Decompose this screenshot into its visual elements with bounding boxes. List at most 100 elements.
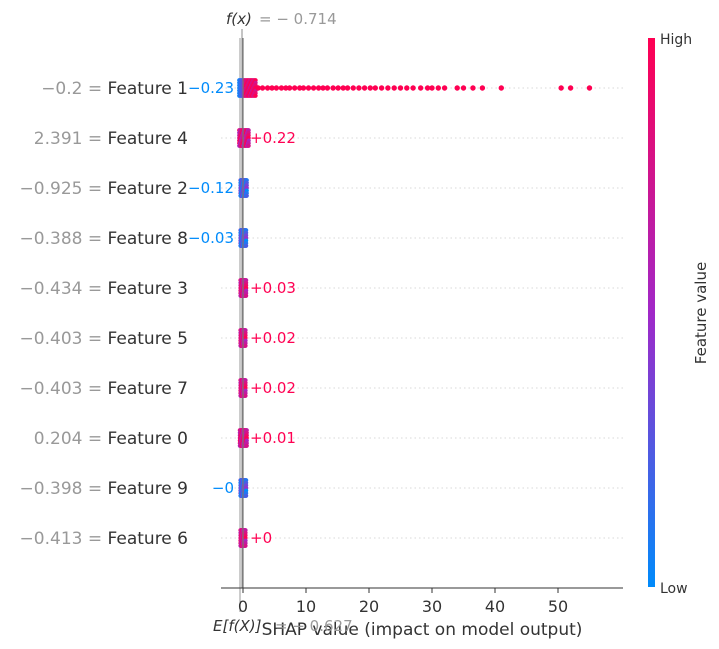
shap-dot [344,85,351,91]
feature-label: −0.413 = Feature 6 [20,529,188,549]
shap-dot [264,85,271,91]
shap-dot [361,85,368,91]
contribution-label: −0 [212,479,234,497]
base-value-label: E[f(X)] [213,617,262,635]
feature-label: −0.925 = Feature 2 [20,179,188,199]
feature-name: Feature 1 [108,79,188,99]
shap-dot [330,85,336,91]
shap-dot [454,85,460,91]
feature-value: −0.413 [20,529,83,549]
feature-label: −0.403 = Feature 5 [20,329,188,349]
contribution-label: −0.12 [188,179,234,197]
feature-equals: = [82,529,107,549]
shap-dot [424,85,431,91]
feature-value: −0.925 [20,179,83,199]
feature-value: 0.204 [34,429,83,449]
feature-name: Feature 5 [108,329,188,349]
shap-dot [567,85,574,91]
shap-dot [297,85,303,91]
shap-dot [372,85,378,91]
shap-dot [305,85,312,91]
feature-equals: = [82,129,107,149]
feature-label: −0.434 = Feature 3 [20,279,188,299]
feature-row: −0.388 = Feature 8 −0.03 [20,228,249,249]
feature-equals: = [82,379,107,399]
contribution-label: +0.22 [250,129,296,147]
feature-value: −0.398 [20,479,83,499]
colorbar: High Low Feature value [648,32,710,597]
shap-dot [244,243,249,248]
shap-dot [340,85,346,91]
x-tick-label: 40 [485,597,505,616]
shap-dot [356,85,362,91]
feature-name: Feature 8 [108,229,188,249]
shap-dot [244,193,249,198]
feature-value: −0.2 [41,79,82,99]
shap-dot [278,85,285,91]
shap-dot [320,85,326,91]
shap-dot [479,85,486,91]
shap-dot [350,85,356,91]
shap-dot [470,85,476,91]
shap-dot [335,85,341,91]
feature-equals: = [82,479,107,499]
shap-dot [417,85,424,91]
contribution-label: +0.02 [250,379,296,397]
feature-row: 2.391 = Feature 4 +0.22 [34,128,296,149]
feature-equals: = [82,229,107,249]
x-tick-label: 0 [238,597,248,616]
feature-value: −0.388 [20,229,83,249]
shap-dot [244,293,249,298]
shap-dot [586,85,593,91]
feature-value: −0.434 [20,279,83,299]
feature-label: 0.204 = Feature 0 [34,429,188,449]
feature-name: Feature 6 [108,529,188,549]
feature-name: Feature 0 [108,429,188,449]
feature-equals: = [82,79,107,99]
shap-dot [243,343,248,348]
shap-dot [286,85,293,91]
feature-row: −0.403 = Feature 7 +0.02 [20,378,296,399]
shap-dot [244,493,249,498]
shap-dot [324,85,331,91]
feature-name: Feature 4 [108,129,188,149]
shap-dot [300,85,307,91]
feature-name: Feature 2 [108,179,188,199]
feature-name: Feature 7 [108,379,188,399]
contribution-label: −0.03 [188,229,234,247]
shap-dot [259,85,266,91]
shap-dot [404,85,410,91]
feature-value: 2.391 [34,129,83,149]
x-axis: 0 10 20 30 40 50 [221,587,623,616]
feature-row: −0.925 = Feature 2 −0.12 [20,178,249,199]
contribution-label: +0 [250,529,272,547]
feature-label: 2.391 = Feature 4 [34,129,188,149]
base-value-number: = − 0.627 [275,617,353,635]
contribution-label: −0.23 [188,79,234,97]
shap-dot [441,85,448,91]
feature-row: 0.204 = Feature 0 +0.01 [34,428,296,449]
x-tick-label: 50 [548,597,568,616]
x-tick-label: 20 [359,597,379,616]
shap-dot [253,93,258,98]
shap-dot [283,85,289,91]
shap-dot [429,85,435,91]
shap-dot [391,85,397,91]
shap-dot [243,543,248,548]
shap-dot [410,85,416,91]
shap-dot [310,85,317,91]
contribution-label: +0.01 [250,429,296,447]
shap-dot [367,85,373,91]
contribution-label: +0.03 [250,279,296,297]
x-tick-label: 30 [422,597,442,616]
shap-dot [397,85,404,91]
colorbar-low-label: Low [660,581,688,597]
shap-dot [385,85,391,91]
feature-row: −0.403 = Feature 5 +0.02 [20,328,296,349]
x-tick-label: 10 [296,597,316,616]
colorbar-high-label: High [660,32,692,48]
shap-dot [435,85,441,91]
shap-dot [460,85,467,91]
grid-lines [221,87,623,539]
